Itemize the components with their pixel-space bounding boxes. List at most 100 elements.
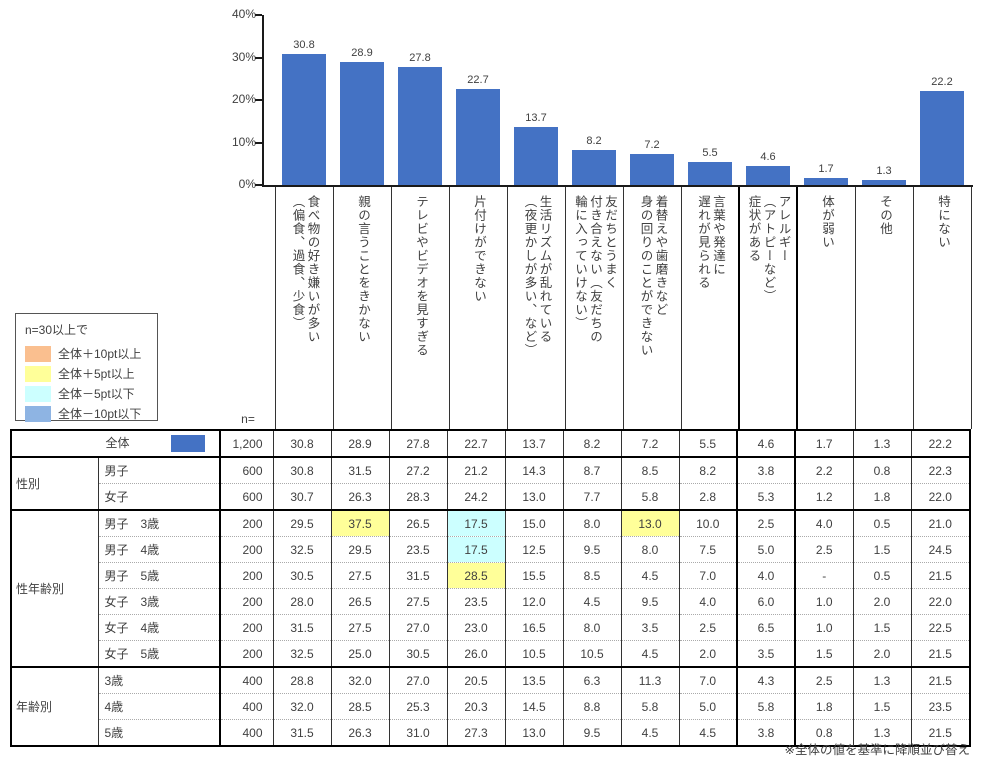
value-cell: 22.0 (910, 588, 970, 615)
bar-value-label: 5.5 (702, 146, 718, 159)
y-axis-tick-label: 40% (231, 7, 256, 21)
value-cell: 4.3 (736, 666, 797, 694)
value-cell: 27.5 (388, 588, 448, 615)
value-cell: 26.3 (330, 719, 390, 745)
subgroup-label-cell: 4歳 (98, 693, 221, 720)
value-cell: 8.2 (562, 431, 622, 457)
legend-item: 全体＋5pt以上 (25, 365, 157, 382)
value-cell: 12.5 (504, 536, 564, 563)
value-cell: 5.5 (678, 431, 738, 457)
value-cell: 4.5 (620, 719, 680, 745)
value-cell: 30.8 (272, 456, 332, 484)
value-cell: 4.5 (620, 562, 680, 589)
value-cell: 7.5 (678, 536, 738, 563)
value-cell: 32.5 (272, 640, 332, 667)
bar-value-label: 1.3 (876, 164, 892, 177)
table-row: 性別 男子 600 30.8 31.5 27.2 21.2 14.3 8.7 8.5 8.2 3.8 2… (12, 456, 970, 510)
value-cell: 37.5 (330, 509, 390, 537)
value-cell: 14.5 (504, 693, 564, 720)
category-label-cell: 食べ物の好き嫌いが多い （偏食、過食、少食） (276, 187, 334, 429)
value-cell: 23.5 (910, 693, 970, 720)
value-cell: 3.5 (620, 614, 680, 641)
n-value-cell: 200 (219, 509, 274, 537)
subgroup-label-cell: 3歳 (98, 666, 221, 694)
bar-slot: 30.8 (275, 15, 333, 185)
value-cell: 2.0 (852, 640, 912, 667)
bar-slot: 4.6 (739, 15, 797, 185)
category-label: 親の言うことをきかない (356, 195, 370, 344)
legend-swatch (25, 345, 51, 362)
legend-item-label: 全体＋10pt以上 (58, 347, 142, 361)
bar (746, 165, 790, 185)
y-axis-tick-mark (255, 56, 262, 59)
value-cell: 4.5 (620, 640, 680, 667)
value-cell: 26.3 (330, 483, 390, 510)
value-cell: 1.5 (794, 640, 854, 667)
value-cell: 31.5 (388, 562, 448, 589)
bar (398, 66, 442, 185)
value-cell: 31.5 (272, 719, 332, 745)
bar (920, 90, 964, 185)
value-cell: 22.2 (910, 431, 970, 457)
subgroup-label-cell: 男子 3歳 (98, 509, 221, 537)
bar (862, 179, 906, 185)
subgroup-label-cell: 女子 3歳 (98, 588, 221, 615)
bar (688, 161, 732, 185)
bar-value-label: 4.6 (760, 150, 776, 163)
n-value-cell: 200 (219, 614, 274, 641)
value-cell: 28.3 (388, 483, 448, 510)
bar (804, 177, 848, 185)
category-label: 友だちとうまく 付き合えない（友だちの 輪に入っていけない） (573, 195, 617, 344)
legend-swatch (25, 385, 51, 402)
legend-item-label: 全体－5pt以下 (58, 387, 135, 401)
bar (340, 62, 384, 185)
value-cell: 31.0 (388, 719, 448, 745)
value-cell: 7.0 (678, 562, 738, 589)
subgroup-label-cell: 女子 4歳 (98, 614, 221, 641)
value-cell: 27.8 (388, 431, 448, 457)
value-cell: 11.3 (620, 666, 680, 694)
value-cell: 4.0 (736, 562, 797, 589)
value-cell: 8.5 (562, 562, 622, 589)
table-row: 男子 5歳 200 30.5 27.5 31.5 28.5 15.5 8.5 4.5 7.0 4.0… (12, 562, 970, 589)
value-cell: 5.8 (620, 693, 680, 720)
value-cell: 13.7 (504, 431, 564, 457)
category-label-cell: 着替えや歯磨きなど 身の回りのことができない (624, 187, 682, 429)
table-row: 女子 4歳 200 31.5 27.5 27.0 23.0 16.5 8.0 3.5 2.5 6.5… (12, 614, 970, 641)
value-cell: 28.5 (446, 562, 506, 589)
value-cell: 1.8 (794, 693, 854, 720)
value-cell: 13.0 (504, 483, 564, 510)
value-cell: 22.7 (446, 431, 506, 457)
value-cell: 2.0 (678, 640, 738, 667)
value-cell: 1.5 (852, 536, 912, 563)
value-cell: 17.5 (446, 509, 506, 537)
n-value-cell: 200 (219, 562, 274, 589)
category-label: 食べ物の好き嫌いが多い （偏食、過食、少食） (290, 195, 320, 344)
value-cell: 25.0 (330, 640, 390, 667)
value-cell: 31.5 (272, 614, 332, 641)
value-cell: 20.3 (446, 693, 506, 720)
value-cell: 27.2 (388, 456, 448, 484)
value-cell: 14.3 (504, 456, 564, 484)
value-cell: 9.5 (620, 588, 680, 615)
y-axis-tick-label: 0% (238, 177, 256, 191)
value-cell: 1.7 (794, 431, 854, 457)
category-label: 特にない (936, 195, 950, 249)
legend-swatch (25, 405, 51, 422)
value-cell: 9.5 (562, 719, 622, 745)
legend-box: n=30以上で 全体＋10pt以上 全体＋5pt以上 全体－5pt以下 全体－10pt… (15, 313, 158, 422)
value-cell: 27.5 (330, 614, 390, 641)
table-row: 女子 5歳 200 32.5 25.0 30.5 26.0 10.5 10.5 4.5 2.0 3.… (12, 640, 970, 667)
n-value-cell: 200 (219, 588, 274, 615)
value-cell: 1.5 (852, 693, 912, 720)
value-cell: 30.7 (272, 483, 332, 510)
category-label-cell: アレルギー （アトピーなど） 症状がある (740, 187, 798, 429)
value-cell: 1.8 (852, 483, 912, 510)
value-cell: 8.0 (562, 614, 622, 641)
n-value-cell: 400 (219, 693, 274, 720)
value-cell: 2.0 (852, 588, 912, 615)
value-cell: 10.5 (562, 640, 622, 667)
value-cell: 12.0 (504, 588, 564, 615)
bar (630, 154, 674, 185)
category-label-cell: その他 (856, 187, 914, 429)
